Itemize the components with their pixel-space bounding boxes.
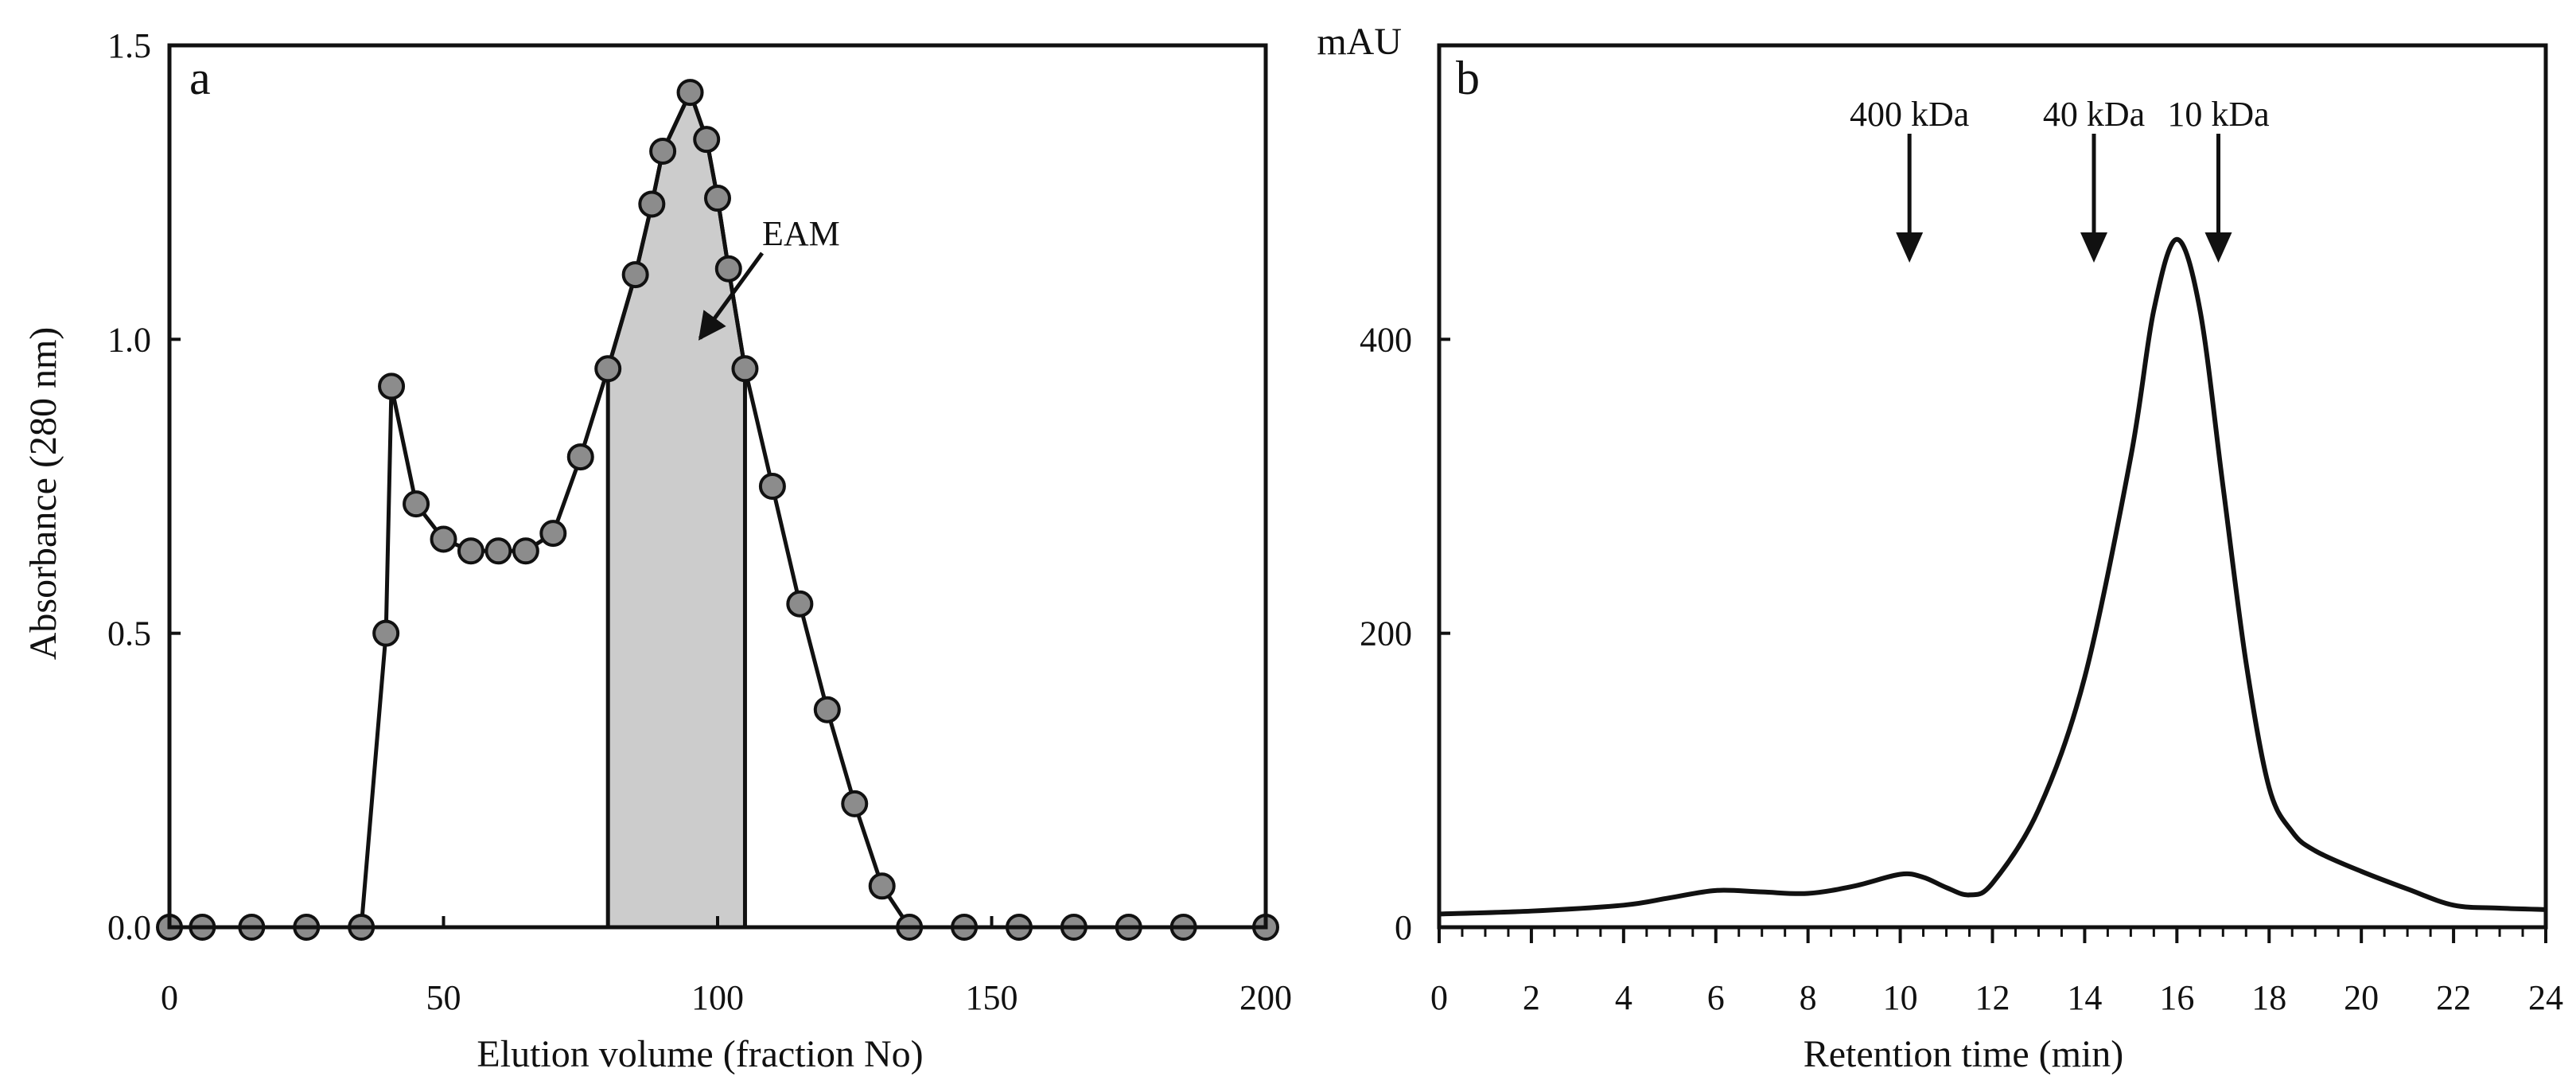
panel-b-letter: b	[1456, 52, 1480, 104]
panel-a-x-axis-title: Elution volume (fraction No)	[477, 1033, 923, 1075]
mw-marker-arrowhead	[2204, 232, 2232, 263]
data-point	[676, 79, 704, 107]
data-point	[566, 443, 594, 471]
data-point	[786, 590, 814, 618]
x-tick-label: 10	[1883, 978, 1918, 1017]
mw-marker: 10 kDa	[2167, 95, 2270, 263]
x-tick-label: 20	[2344, 978, 2379, 1017]
y-tick-label: 400	[1360, 320, 1412, 359]
panel-b-frame	[1437, 43, 2548, 930]
eam-annotation: EAM	[698, 214, 840, 341]
y-tick-label: 0	[1395, 908, 1412, 947]
x-tick-label: 8	[1800, 978, 1817, 1017]
data-point	[594, 355, 622, 383]
mw-marker-label: 10 kDa	[2167, 95, 2269, 134]
data-point	[714, 255, 742, 283]
eam-label: EAM	[762, 214, 840, 253]
y-tick-label: 1.5	[107, 26, 151, 65]
x-tick-label: 18	[2251, 978, 2286, 1017]
x-tick-label: 24	[2528, 978, 2563, 1017]
data-point	[378, 372, 406, 400]
data-point	[403, 490, 430, 518]
mw-marker-arrowhead	[1896, 232, 1924, 263]
x-tick-label: 50	[426, 978, 461, 1017]
x-tick-label: 0	[161, 978, 178, 1017]
x-tick-label: 6	[1707, 978, 1725, 1017]
data-point	[484, 537, 512, 565]
data-point	[813, 696, 841, 723]
panel-b-x-axis-title: Retention time (min)	[1804, 1033, 2124, 1075]
data-point	[731, 355, 759, 383]
mw-marker-arrowhead	[2080, 232, 2108, 263]
chromatogram-line	[1438, 236, 2547, 917]
data-point	[693, 126, 721, 154]
panel-a-y-axis-title: Absorbance (280 nm)	[22, 327, 64, 661]
x-tick-label: 200	[1239, 978, 1292, 1017]
y-tick-label: 1.0	[107, 320, 151, 359]
mw-marker: 400 kDa	[1850, 95, 1969, 263]
mw-marker: 40 kDa	[2043, 95, 2145, 263]
x-tick-label: 150	[966, 978, 1018, 1017]
chart-panel-a: 0 50 100 150 200 0.0 0.5 1.0 1.5 a Elution volu…	[22, 26, 1292, 1075]
mw-marker-label: 400 kDa	[1850, 95, 1969, 134]
x-tick-label: 14	[2067, 978, 2102, 1017]
data-point	[649, 137, 677, 165]
eam-shaded-region	[605, 87, 747, 930]
y-tick-label: 0.5	[107, 614, 151, 653]
panel-a-letter: a	[189, 52, 211, 104]
data-point	[704, 185, 731, 213]
x-tick-label: 4	[1615, 978, 1632, 1017]
x-tick-label: 100	[691, 978, 744, 1017]
data-point	[758, 473, 786, 500]
data-point	[868, 872, 896, 900]
data-point	[512, 537, 539, 565]
x-tick-label: 12	[1975, 978, 2010, 1017]
y-tick-label: 0.0	[107, 908, 151, 947]
data-point	[539, 520, 567, 548]
eam-arrow	[698, 252, 765, 341]
panel-b-y-unit: mAU	[1317, 21, 1402, 63]
x-tick-label: 0	[1430, 978, 1448, 1017]
y-tick-label: 200	[1360, 614, 1412, 653]
data-point	[841, 790, 869, 817]
data-point	[457, 537, 484, 565]
x-tick-label: 22	[2436, 978, 2471, 1017]
x-tick-label: 2	[1523, 978, 1540, 1017]
data-point	[621, 261, 649, 289]
data-point	[372, 619, 400, 647]
x-tick-label: 16	[2159, 978, 2194, 1017]
data-point	[430, 525, 457, 553]
data-point	[638, 190, 666, 218]
mw-marker-label: 40 kDa	[2043, 95, 2145, 134]
